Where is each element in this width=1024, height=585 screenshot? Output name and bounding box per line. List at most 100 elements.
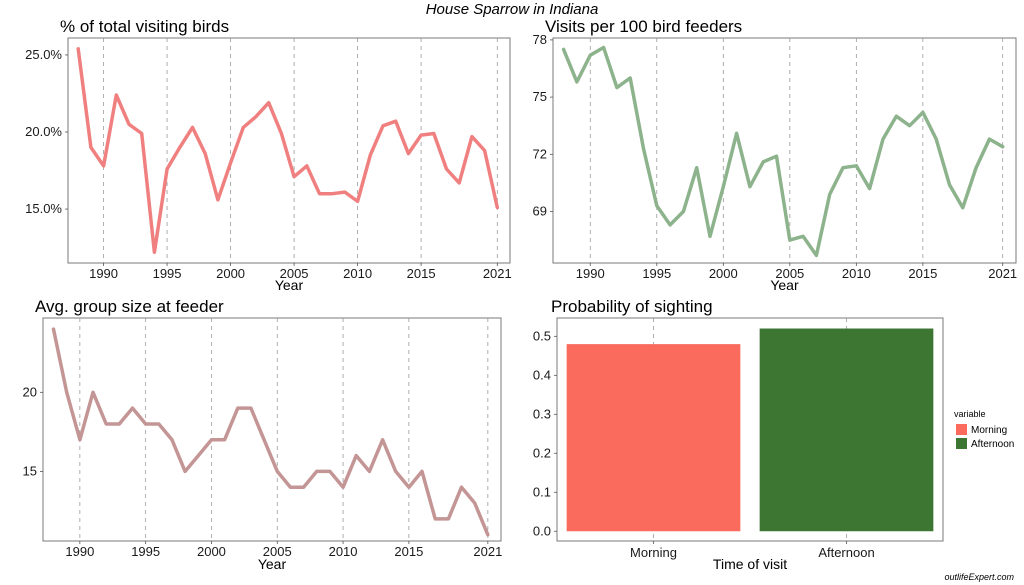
data-point bbox=[762, 160, 765, 164]
data-point bbox=[76, 47, 80, 50]
data-point bbox=[242, 126, 245, 129]
data-point bbox=[748, 185, 752, 188]
data-point bbox=[369, 153, 372, 157]
data-point bbox=[254, 115, 258, 118]
data-point bbox=[315, 470, 318, 473]
data-point bbox=[280, 132, 283, 135]
data-point bbox=[974, 166, 978, 169]
y-tick-label: 0.4 bbox=[533, 367, 551, 382]
data-point bbox=[289, 486, 292, 489]
data-point bbox=[602, 46, 605, 49]
series-line bbox=[51, 327, 490, 537]
x-tick-label: 1990 bbox=[65, 544, 94, 559]
data-point bbox=[921, 111, 925, 114]
x-tick-label: 2005 bbox=[263, 544, 292, 559]
data-point bbox=[801, 235, 805, 238]
data-point bbox=[432, 132, 435, 135]
data-point bbox=[562, 48, 565, 51]
x-tick-label: 1995 bbox=[153, 266, 182, 281]
data-point bbox=[589, 53, 592, 57]
data-point bbox=[229, 161, 232, 165]
data-point bbox=[1001, 145, 1004, 148]
data-point bbox=[420, 470, 424, 473]
x-axis-label: Time of visit bbox=[713, 556, 787, 572]
data-point bbox=[841, 166, 845, 169]
watermark: outlifeExpert.com bbox=[944, 572, 1014, 582]
data-point bbox=[102, 164, 105, 168]
data-point bbox=[948, 183, 951, 187]
panel-title: Visits per 100 bird feeders bbox=[545, 17, 742, 36]
data-point bbox=[457, 181, 461, 185]
data-point bbox=[276, 470, 279, 473]
x-tick-label: 2015 bbox=[908, 266, 937, 281]
data-point bbox=[223, 438, 226, 441]
data-point bbox=[628, 76, 632, 80]
legend-label: Morning bbox=[971, 425, 1007, 436]
x-tick-label: Morning bbox=[630, 545, 677, 560]
data-point bbox=[267, 101, 270, 104]
data-point bbox=[183, 470, 187, 473]
data-point bbox=[655, 204, 658, 207]
y-tick-label: 20 bbox=[23, 384, 37, 399]
bar-afternoon bbox=[759, 328, 934, 532]
x-tick-label: Afternoon bbox=[818, 545, 874, 560]
y-tick-label: 69 bbox=[533, 204, 547, 219]
y-tick-label: 0.5 bbox=[533, 328, 551, 343]
data-point bbox=[78, 438, 82, 441]
x-tick-label: 2000 bbox=[709, 266, 738, 281]
data-point bbox=[828, 193, 831, 196]
x-tick-label: 1990 bbox=[89, 266, 118, 281]
panel-title: Probability of sighting bbox=[551, 297, 713, 316]
x-tick-label: 2005 bbox=[280, 266, 309, 281]
data-point bbox=[170, 438, 174, 441]
data-point bbox=[91, 391, 95, 394]
x-tick-label: 2010 bbox=[343, 266, 372, 281]
legend-swatch bbox=[956, 424, 967, 435]
data-point bbox=[191, 126, 194, 129]
data-point bbox=[419, 133, 423, 137]
data-point bbox=[153, 251, 156, 254]
y-tick-label: 72 bbox=[533, 146, 547, 161]
panel-title: % of total visiting birds bbox=[60, 17, 229, 36]
data-point bbox=[881, 137, 885, 141]
data-point bbox=[262, 438, 266, 441]
data-point bbox=[140, 132, 143, 135]
data-point bbox=[249, 406, 253, 410]
x-tick-label: 2010 bbox=[329, 544, 358, 559]
y-tick-label: 15 bbox=[23, 463, 37, 478]
panel-percent-visiting: % of total visiting birds 1990 1995 2000 200… bbox=[25, 17, 512, 293]
data-point bbox=[318, 192, 321, 195]
data-point bbox=[988, 137, 991, 141]
data-point bbox=[708, 235, 712, 238]
data-point bbox=[355, 454, 358, 457]
x-tick-label: 2015 bbox=[407, 266, 436, 281]
data-point bbox=[292, 175, 296, 178]
x-tick-label: 2000 bbox=[216, 266, 245, 281]
x-axis-label: Year bbox=[770, 277, 799, 293]
data-point bbox=[735, 132, 738, 135]
plot-frame bbox=[552, 37, 1017, 264]
data-point bbox=[302, 486, 305, 489]
data-point bbox=[908, 124, 911, 127]
data-point bbox=[788, 238, 792, 242]
panel-sighting-probability: Probability of sighting 0.0 0.1 0.2 0.3 0.4 0.… bbox=[533, 297, 1014, 572]
data-point bbox=[115, 93, 118, 97]
data-point bbox=[473, 501, 476, 505]
legend: variable Morning Afternoon bbox=[954, 409, 1014, 450]
data-point bbox=[157, 422, 161, 426]
data-point bbox=[668, 223, 672, 227]
y-tick-label: 15.0% bbox=[25, 201, 62, 216]
data-point bbox=[855, 164, 858, 167]
x-tick-label: 2015 bbox=[394, 544, 423, 559]
y-tick-label: 0.3 bbox=[533, 406, 551, 421]
x-axis-label: Year bbox=[275, 277, 304, 293]
data-point bbox=[695, 166, 698, 169]
y-tick-label: 0.0 bbox=[533, 523, 551, 538]
x-axis-label: Year bbox=[258, 556, 287, 572]
data-point bbox=[775, 155, 778, 158]
data-point bbox=[381, 124, 385, 128]
data-point bbox=[407, 152, 410, 155]
legend-swatch bbox=[956, 438, 967, 449]
data-point bbox=[52, 327, 55, 331]
data-point bbox=[486, 533, 490, 536]
